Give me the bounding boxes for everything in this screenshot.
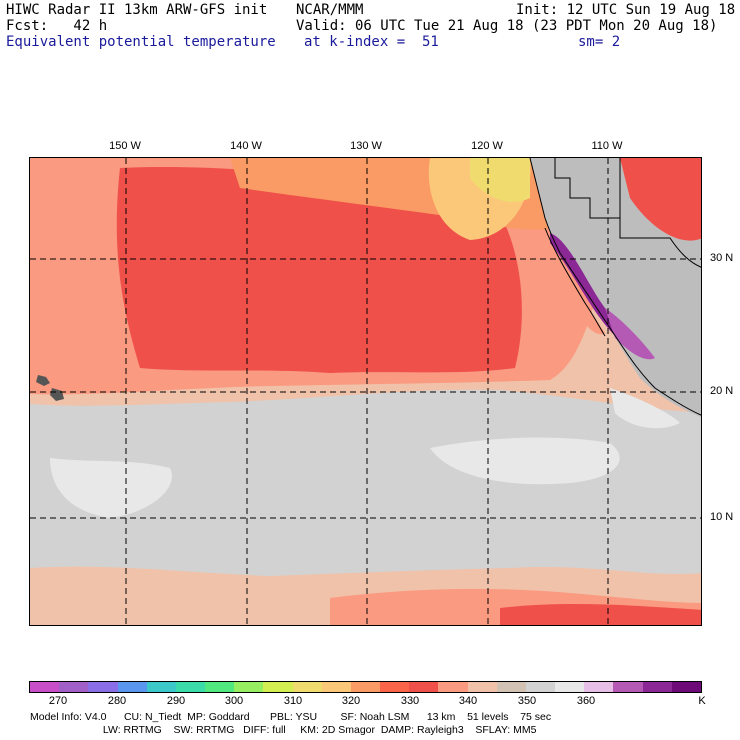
model-title: HIWC Radar II 13km ARW-GFS init xyxy=(6,2,268,18)
colorbar-swatch-5 xyxy=(175,682,206,692)
valid-time: Valid: 06 UTC Tue 21 Aug 18 (23 PDT Mon … xyxy=(296,18,718,34)
colorbar xyxy=(29,681,702,693)
colorbar-swatch-22 xyxy=(671,682,701,692)
colorbar-swatch-11 xyxy=(350,682,381,692)
colorbar-tick-360: 360 xyxy=(576,695,596,707)
institution-label: NCAR/MMM xyxy=(296,2,364,18)
colorbar-tick-270: 270 xyxy=(48,695,68,707)
colorbar-swatch-17 xyxy=(525,682,556,692)
model-info-line-1: Model Info: V4.0 CU: N_Tiedt MP: Goddard… xyxy=(30,711,552,723)
colorbar-swatch-12 xyxy=(380,682,410,692)
field-white-patch-1 xyxy=(50,458,172,518)
colorbar-tick-300: 300 xyxy=(224,695,244,707)
colorbar-tick-310: 310 xyxy=(283,695,303,707)
field-yellow-core xyxy=(470,158,530,202)
lat-label-20n: 20 N xyxy=(710,385,734,397)
field-magenta-sierra xyxy=(605,308,655,360)
colorbar-units: K xyxy=(698,695,706,707)
field-white-patch-2 xyxy=(430,437,620,485)
colorbar-tick-340: 340 xyxy=(458,695,478,707)
lon-label-140w: 140 W xyxy=(230,140,262,152)
field-red-land xyxy=(620,158,701,241)
lat-label-10n: 10 N xyxy=(710,511,734,523)
colorbar-tick-320: 320 xyxy=(341,695,361,707)
colorbar-tick-350: 350 xyxy=(517,695,537,707)
coastlines xyxy=(529,158,701,416)
smoothing-info: sm= 2 xyxy=(578,34,621,50)
field-south-red xyxy=(500,604,701,625)
colorbar-swatch-3 xyxy=(117,682,147,692)
graticule xyxy=(30,158,701,625)
colorbar-swatch-19 xyxy=(584,682,614,692)
colorbar-swatch-21 xyxy=(642,682,672,692)
colorbar-swatch-14 xyxy=(438,682,468,692)
colorbar-swatch-7 xyxy=(234,682,264,692)
lon-label-150w: 150 W xyxy=(109,140,141,152)
colorbar-swatch-15 xyxy=(467,682,497,692)
colorbar-swatch-20 xyxy=(613,682,643,692)
map-canvas xyxy=(30,158,701,625)
colorbar-swatch-18 xyxy=(555,682,585,692)
lon-label-110w: 110 W xyxy=(591,140,623,152)
colorbar-tick-280: 280 xyxy=(107,695,127,707)
colorbar-swatch-9 xyxy=(292,682,322,692)
field-purple-sierra xyxy=(550,233,640,349)
field-core-red xyxy=(116,167,522,373)
colorbar-swatch-13 xyxy=(409,682,439,692)
init-time: Init: 12 UTC Sun 19 Aug 18 xyxy=(516,2,736,18)
hawaii-island-2 xyxy=(50,388,64,401)
colorbar-swatch-8 xyxy=(263,682,293,692)
colorbar-swatch-6 xyxy=(205,682,235,692)
colorbar-swatch-1 xyxy=(59,682,89,692)
field-white-patch-3 xyxy=(610,388,680,429)
lon-label-120w: 120 W xyxy=(471,140,503,152)
hawaii-island-1 xyxy=(36,375,50,386)
model-info-line-2: LW: RRTMG SW: RRTMG DIFF: full KM: 2D Sm… xyxy=(30,724,537,736)
lon-label-130w: 130 W xyxy=(350,140,382,152)
theta-e-map xyxy=(29,157,702,626)
colorbar-swatch-10 xyxy=(321,682,351,692)
forecast-hour: Fcst: 42 h xyxy=(6,18,108,34)
colorbar-tick-330: 330 xyxy=(400,695,420,707)
colorbar-tick-290: 290 xyxy=(166,695,186,707)
colorbar-swatch-4 xyxy=(146,682,176,692)
colorbar-swatch-2 xyxy=(88,682,118,692)
level-info: at k-index = 51 xyxy=(304,34,439,50)
field-name: Equivalent potential temperature xyxy=(6,34,276,50)
colorbar-swatch-0 xyxy=(30,682,60,692)
colorbar-swatch-16 xyxy=(496,682,526,692)
lat-label-30n: 30 N xyxy=(710,252,734,264)
